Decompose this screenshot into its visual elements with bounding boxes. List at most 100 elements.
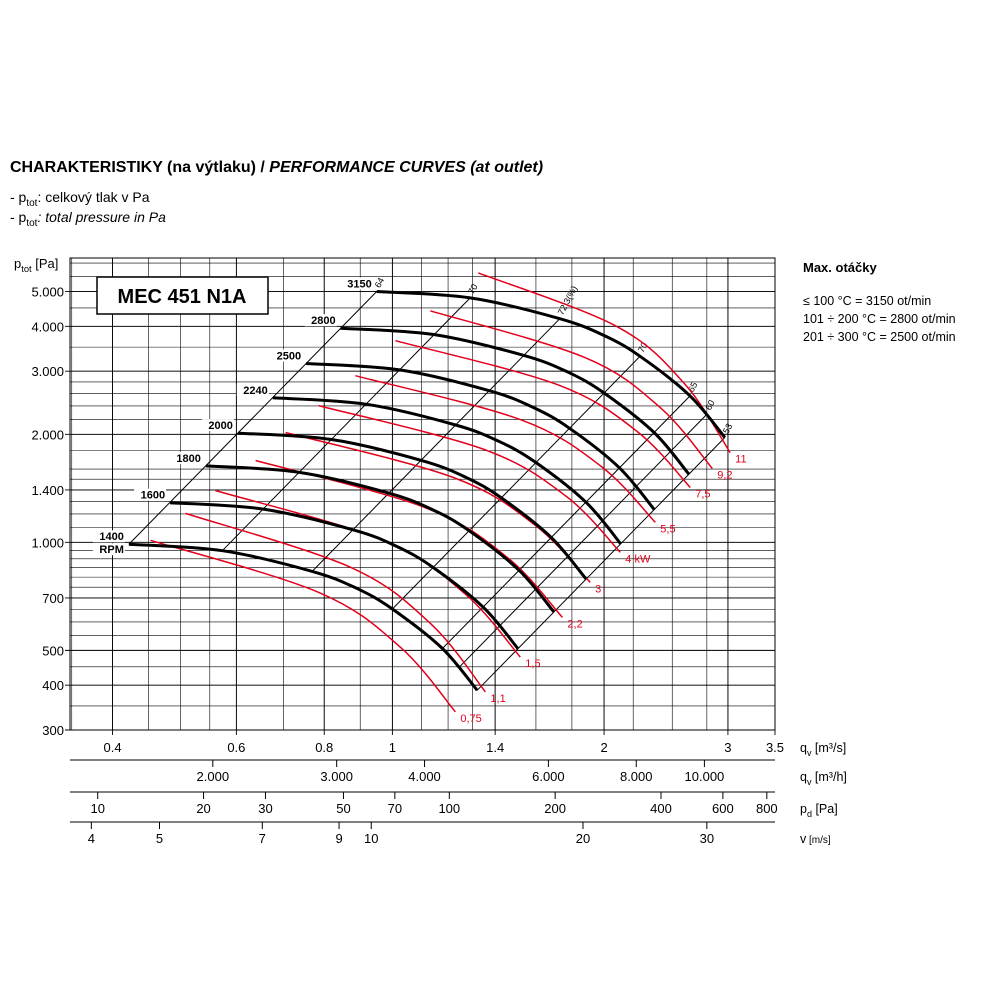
rpm-curve [128, 542, 479, 692]
title-en: PERFORMANCE CURVES (at outlet) [269, 159, 543, 176]
axis-label-main: p [14, 256, 21, 271]
header-title: CHARAKTERISTIKY (na výtlaku) / PERFORMAN… [10, 159, 543, 176]
power-label: 9,2 [717, 470, 732, 482]
axis-tick-label: 3.000 [320, 769, 353, 784]
legend-sub: tot [26, 218, 37, 229]
x-tick-label: 0.4 [103, 740, 121, 755]
y-tick-label: 1.000 [31, 535, 64, 550]
axis-tick-label: 30 [258, 801, 272, 816]
legend-prefix: - p [10, 209, 27, 225]
rpm-curve [272, 396, 622, 545]
legend-line: - ptot: total pressure in Pa [10, 209, 166, 229]
axis-label-unit: [m³/s] [811, 741, 846, 755]
axis-label-sub: v [807, 748, 812, 758]
notes-title: Max. otáčky [803, 260, 877, 275]
y-tick-label: 3.000 [31, 364, 64, 379]
rpm-curve [340, 326, 691, 476]
efficiency-label: 53 [721, 422, 735, 436]
axis-tick-label: 50 [336, 801, 350, 816]
rpm-label-bg [134, 488, 167, 501]
axis-tick-label: 200 [544, 801, 566, 816]
rpm-label-bg [169, 451, 202, 464]
power-curve [150, 539, 456, 713]
axis-tick-label: 5 [156, 831, 163, 846]
rpm-unit: RPM [99, 544, 123, 556]
power-label: 4 kW [625, 553, 651, 565]
y-tick-label: 1.400 [31, 483, 64, 498]
x-tick-label: 1 [389, 740, 396, 755]
x-tick-label: 3.5 [766, 740, 784, 755]
rpm-label: 3150 [347, 279, 371, 291]
axis-label: v [m/s] [800, 832, 831, 846]
axis-label: pd [Pa] [800, 802, 838, 819]
efficiency-label: 60 [703, 398, 717, 412]
axis-tick-label: 2.000 [197, 769, 230, 784]
x-tick-label: 2 [600, 740, 607, 755]
power-curve [318, 404, 621, 553]
efficiency-label: 70 [466, 282, 480, 296]
legend-line: - ptot: celkový tlak v Pa [10, 189, 150, 209]
rpm-curve [205, 464, 556, 613]
chart-title: MEC 451 N1A [118, 286, 247, 308]
rpm-label-bg [201, 419, 234, 432]
axis-tick-label: 4 [88, 831, 95, 846]
axis-label-main: v [800, 832, 807, 846]
x-tick-label: 1.4 [486, 740, 504, 755]
axis-tick-label: 4.000 [408, 769, 441, 784]
axis-tick-label: 9 [335, 831, 342, 846]
rpm-label: 2800 [311, 315, 335, 327]
axis-label-sub: v [807, 777, 812, 787]
axis-label-unit: [m/s] [806, 835, 831, 846]
rpm-curve [237, 431, 588, 581]
efficiency-label: 70 [636, 341, 650, 355]
power-label: 5,5 [660, 523, 675, 535]
x-tick-label: 0.8 [315, 740, 333, 755]
rpm-label-bg [92, 543, 125, 556]
rpm-curve [305, 362, 656, 511]
power-label: 11 [735, 454, 746, 466]
axis-label-unit: [m³/h] [811, 770, 846, 784]
legend-text: : total pressure in Pa [37, 209, 166, 225]
rpm-label-bg [236, 383, 269, 396]
title-cz: CHARAKTERISTIKY (na výtlaku) / [10, 159, 269, 176]
axis-tick-label: 20 [196, 801, 210, 816]
y-tick-label: 4.000 [31, 319, 64, 334]
power-curve [185, 512, 486, 693]
rpm-label-bg [340, 277, 373, 290]
axis-tick-label: 70 [388, 801, 402, 816]
power-label: 7,5 [695, 488, 710, 500]
power-label: 0,75 [460, 713, 481, 725]
axis-tick-label: 10 [90, 801, 104, 816]
y-tick-label: 700 [42, 591, 64, 606]
axis-tick-label: 10 [364, 831, 378, 846]
power-label: 1,1 [490, 693, 505, 705]
axis-label-sub: tot [21, 264, 32, 274]
rpm-label: 1800 [176, 453, 200, 465]
axis-label: qv [m³/h] [800, 770, 847, 787]
rpm-label-bg [304, 314, 337, 327]
y-tick-label: 400 [42, 678, 64, 693]
axis-tick-label: 600 [712, 801, 734, 816]
axis-label: ptot [Pa] [14, 256, 58, 274]
rpm-label: 1400 [99, 531, 123, 543]
axis-tick-label: 30 [700, 831, 714, 846]
x-tick-label: 0.6 [227, 740, 245, 755]
y-tick-label: 5.000 [31, 285, 64, 300]
axis-tick-label: 400 [650, 801, 672, 816]
rpm-label: 2500 [277, 351, 301, 363]
axis-label-unit: [Pa] [32, 256, 59, 271]
axis-label-unit: [Pa] [812, 802, 838, 816]
axis-tick-label: 6.000 [532, 769, 565, 784]
rpm-curve [376, 290, 727, 439]
axis-tick-label: 7 [259, 831, 266, 846]
power-label: 1,5 [525, 658, 540, 670]
title-box [96, 276, 269, 315]
y-tick-label: 2.000 [31, 427, 64, 442]
axis-tick-label: 10.000 [685, 769, 725, 784]
notes-line: 201 ÷ 300 °C = 2500 ot/min [803, 330, 956, 344]
legend-prefix: - p [10, 189, 27, 205]
efficiency-label: 64 [373, 276, 387, 290]
rpm-label: 1600 [141, 490, 165, 502]
